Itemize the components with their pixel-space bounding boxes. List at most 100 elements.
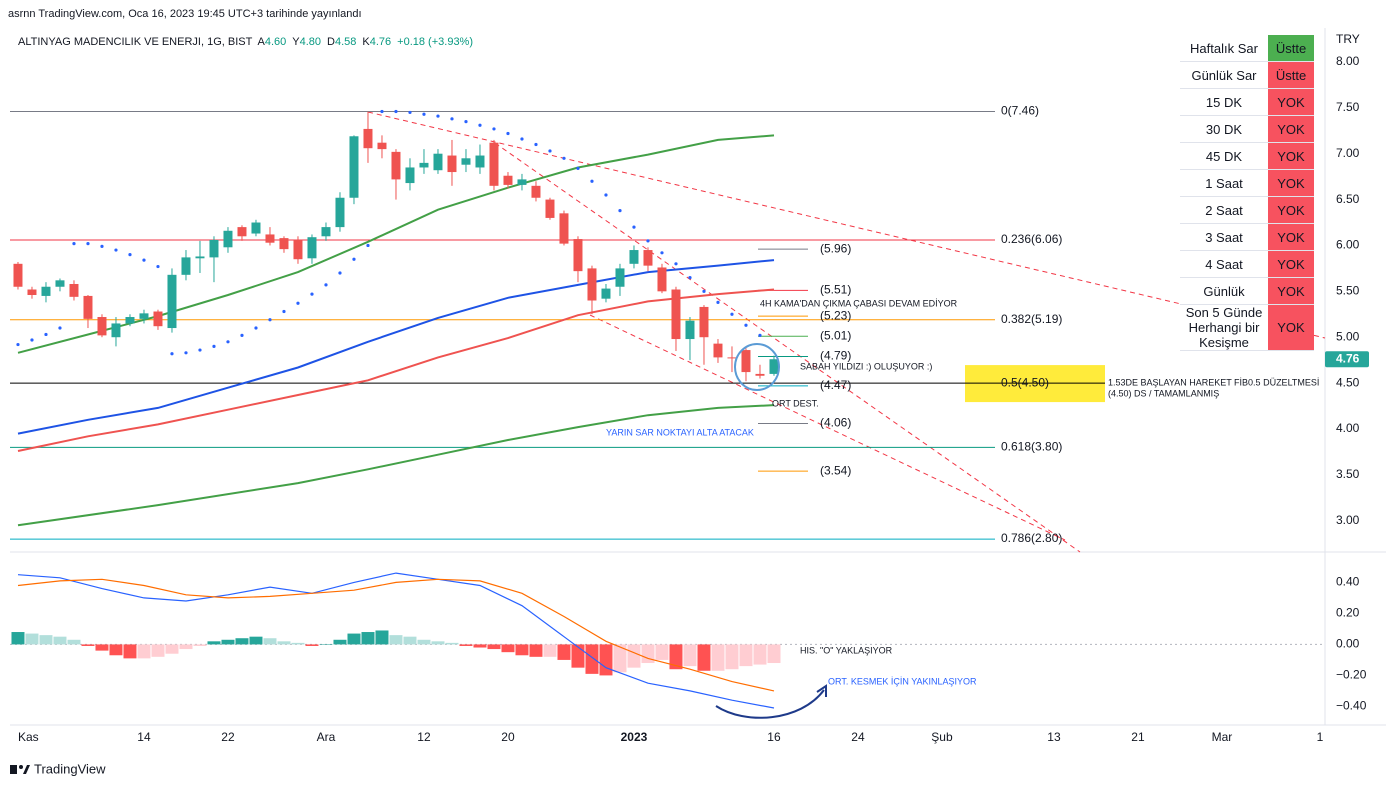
x-tick-label: 1 [1317, 730, 1324, 744]
x-tick-label: Şub [931, 730, 953, 744]
histogram-bar [641, 644, 655, 664]
annotation: YARIN SAR NOKTAYI ALTA ATACAK [606, 427, 754, 437]
y-tick-label: 3.00 [1336, 513, 1360, 527]
macd-line [17, 578, 775, 692]
histogram-bar [123, 644, 137, 659]
candle-body [769, 359, 779, 374]
candle-body [727, 357, 737, 359]
candle-body [83, 295, 93, 319]
x-tick-label: 20 [501, 730, 515, 744]
histogram-bar [67, 639, 81, 645]
histogram-bar [459, 644, 473, 646]
sar-dot [352, 257, 356, 261]
candle-body [601, 288, 611, 299]
candle-body [111, 323, 121, 338]
fib-label: 0.618(3.80) [1001, 439, 1062, 453]
histogram-bar [277, 641, 291, 645]
sar-dot [268, 318, 272, 322]
status-row: 30 DK YOK [1180, 115, 1314, 143]
sar-dot [436, 114, 440, 118]
status-value: YOK [1268, 304, 1314, 351]
histogram-bar [431, 641, 445, 645]
arrow-head [816, 684, 827, 697]
pivot-label: (5.51) [820, 283, 851, 297]
histogram-bar [473, 644, 487, 648]
histogram-bar [515, 644, 529, 656]
status-label: Son 5 Günde Herhangi bir Kesişme [1180, 304, 1268, 351]
sar-dot [142, 258, 146, 262]
histogram-bar [683, 644, 697, 667]
histogram-bar [571, 644, 585, 668]
histogram-bar [529, 644, 543, 657]
plot-area: 0(7.46) 0.236(6.06) 0.382(5.19) 0.5(4.50) 0.… [10, 104, 1325, 709]
sar-dot [618, 208, 622, 213]
sar-dot [534, 142, 538, 147]
sar-dot [562, 156, 566, 160]
histogram-bar [39, 635, 53, 645]
sar-dot [114, 248, 118, 252]
candle-body [615, 268, 625, 287]
histogram-bar [585, 644, 599, 674]
candle-body [433, 153, 443, 171]
candle-body [55, 280, 65, 287]
sar-dot [758, 333, 762, 337]
candle-body [559, 213, 569, 244]
candle-body [545, 199, 555, 218]
histogram-bar [725, 644, 739, 670]
sar-dot [380, 109, 384, 114]
candle-body [685, 320, 695, 340]
histogram-bar [249, 636, 263, 645]
status-value: YOK [1268, 277, 1314, 305]
status-row: Günlük Sar Üstte [1180, 61, 1314, 89]
y-tick-label: 7.00 [1336, 146, 1360, 160]
sar-dot [282, 309, 286, 314]
candle-body [27, 289, 37, 296]
ohlc-value: 4.60 [265, 36, 286, 48]
status-label: 45 DK [1180, 142, 1268, 170]
histogram-bar [417, 639, 431, 645]
histogram-bar [557, 644, 571, 660]
y-tick-label: 8.00 [1336, 54, 1360, 68]
candle-body [713, 343, 723, 358]
sar-dot [548, 149, 552, 153]
histogram-bar [235, 638, 249, 645]
y-tick-label: 5.50 [1336, 284, 1360, 298]
pivot-label: (4.06) [820, 416, 851, 430]
histogram-bar [375, 630, 389, 645]
ohlc-key: K [362, 36, 370, 48]
sar-dot [464, 119, 468, 124]
histogram-bar [347, 633, 361, 645]
status-label: Günlük [1180, 277, 1268, 305]
candle-body [699, 306, 709, 338]
annotation: 4H KAMA'DAN ÇIKMA ÇABASI DEVAM EDİYOR [760, 298, 958, 308]
histogram-bar [669, 644, 683, 670]
y-tick-label: 6.00 [1336, 238, 1360, 252]
x-tick-label: Mar [1212, 730, 1233, 744]
histogram-bar [487, 644, 501, 650]
sar-dot [520, 137, 524, 141]
histogram-bar [53, 636, 67, 645]
annotation: 1.53DE BAŞLAYAN HAREKET FİB0.5 DÜZELTMES… [1108, 377, 1319, 387]
candle-body [517, 179, 527, 185]
status-label: 4 Saat [1180, 250, 1268, 278]
sar-dot [646, 239, 650, 243]
ohlc-key: Y [292, 36, 300, 48]
sar-dot [688, 275, 692, 280]
sar-dot [716, 300, 720, 304]
histogram-bar [501, 644, 515, 653]
candle-body [461, 158, 471, 165]
candle-body [475, 155, 485, 168]
histogram-bar [333, 639, 347, 645]
candle-body [671, 289, 681, 340]
sar-dot [30, 338, 34, 342]
sar-dot [184, 351, 188, 355]
candle-body [377, 142, 387, 150]
publisher: asrnn TradingView.com, Oca 16, 2023 19:4… [8, 8, 362, 20]
sar-dot [128, 253, 132, 257]
histogram-bar [305, 644, 319, 646]
logo-mark [19, 765, 23, 769]
annotation: HIS. "O" YAKLAŞIYOR [800, 645, 893, 655]
candle-body [181, 257, 191, 275]
candle-body [321, 227, 331, 237]
